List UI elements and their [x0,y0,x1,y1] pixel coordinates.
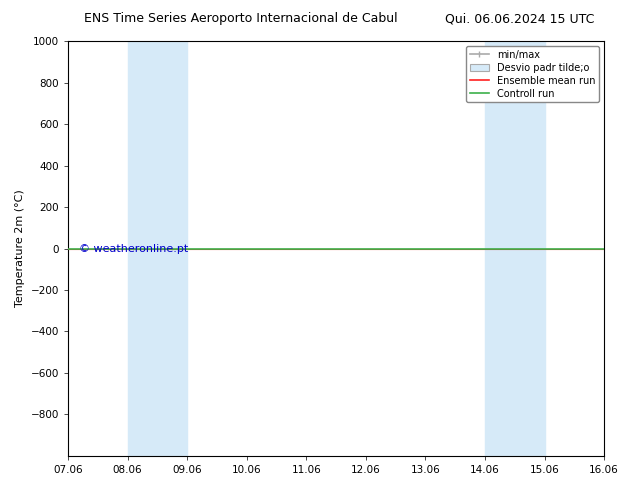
Text: © weatheronline.pt: © weatheronline.pt [79,244,188,253]
Legend: min/max, Desvio padr tilde;o, Ensemble mean run, Controll run: min/max, Desvio padr tilde;o, Ensemble m… [466,46,599,102]
Y-axis label: Temperature 2m (°C): Temperature 2m (°C) [15,190,25,307]
Bar [485,41,545,456]
Text: Qui. 06.06.2024 15 UTC: Qui. 06.06.2024 15 UTC [445,12,595,25]
Text: ENS Time Series Aeroporto Internacional de Cabul: ENS Time Series Aeroporto Internacional … [84,12,398,25]
Bar [127,41,187,456]
